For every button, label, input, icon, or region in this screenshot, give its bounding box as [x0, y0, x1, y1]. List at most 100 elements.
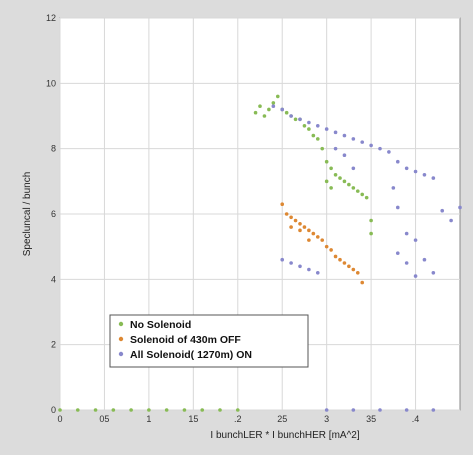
- data-point-series-0: [315, 137, 320, 141]
- data-point-series-2: [440, 208, 445, 213]
- data-point-series-1: [324, 244, 329, 249]
- data-point-series-0: [235, 408, 240, 412]
- data-point-series-0: [271, 101, 276, 105]
- data-point-series-0: [329, 166, 333, 171]
- data-point-series-0: [369, 231, 373, 236]
- data-point-series-0: [364, 195, 369, 200]
- data-point-series-2: [351, 166, 356, 171]
- x-axis-label: I bunchLER * I bunchHER [mA^2]: [210, 430, 359, 441]
- data-point-series-2: [307, 120, 311, 125]
- data-point-series-2: [289, 114, 293, 118]
- data-point-series-2: [413, 238, 418, 242]
- data-point-series-0: [182, 408, 187, 412]
- data-point-series-2: [315, 271, 320, 275]
- data-point-series-0: [324, 159, 329, 164]
- x-tick-label: .2: [234, 414, 242, 424]
- data-point-series-1: [302, 225, 307, 229]
- data-point-series-2: [422, 257, 427, 262]
- data-point-series-1: [284, 212, 289, 216]
- data-point-series-0: [320, 146, 325, 151]
- data-point-series-0: [347, 182, 351, 187]
- data-point-series-2: [395, 251, 400, 255]
- data-point-series-2: [333, 146, 338, 151]
- data-point-series-2: [395, 159, 400, 164]
- legend-marker-solenoid-on: [118, 351, 124, 357]
- data-point-series-0: [293, 117, 298, 122]
- data-point-series-2: [404, 408, 409, 412]
- y-tick-label: 12: [46, 13, 56, 23]
- data-point-series-2: [298, 117, 302, 122]
- data-point-series-2: [369, 143, 373, 148]
- data-point-series-1: [307, 228, 311, 233]
- data-point-series-0: [351, 186, 356, 190]
- x-tick-label: 35: [366, 414, 376, 424]
- x-tick-label: 25: [277, 414, 287, 424]
- data-point-series-2: [333, 130, 338, 135]
- legend-label-solenoid-on: All Solenoid( 1270m) ON: [130, 349, 252, 361]
- data-point-series-2: [395, 205, 400, 210]
- data-point-series-2: [449, 218, 453, 223]
- x-tick-label: 1: [146, 414, 151, 424]
- data-point-series-0: [333, 173, 338, 177]
- data-point-series-0: [200, 408, 205, 412]
- data-point-series-0: [355, 189, 360, 193]
- data-point-series-0: [311, 133, 316, 138]
- data-point-series-2: [458, 205, 462, 210]
- x-tick-label: 3: [324, 414, 329, 424]
- data-point-series-1: [298, 222, 302, 226]
- y-tick-labels: 0 2 4 6 8 10 12: [46, 13, 56, 415]
- data-point-series-2: [431, 271, 436, 275]
- y-tick-label: 10: [46, 78, 56, 88]
- data-point-series-1: [311, 231, 316, 236]
- x-tick-labels: 0 05 1 15 .2 25 3 35 .4: [57, 414, 419, 424]
- x-tick-label: 15: [188, 414, 198, 424]
- data-point-series-0: [253, 110, 258, 115]
- data-point-series-1: [351, 267, 356, 272]
- data-point-series-1: [329, 248, 333, 252]
- data-point-series-0: [275, 94, 280, 99]
- data-point-series-2: [413, 274, 418, 278]
- data-point-series-1: [280, 202, 285, 206]
- data-point-series-2: [307, 267, 311, 272]
- data-point-series-0: [329, 186, 333, 190]
- data-point-series-0: [302, 124, 307, 128]
- data-point-series-2: [360, 140, 365, 144]
- data-points: [58, 94, 462, 412]
- data-point-series-2: [387, 150, 391, 154]
- data-point-series-2: [298, 264, 302, 269]
- data-point-series-1: [289, 215, 293, 220]
- y-tick-label: 2: [51, 340, 56, 350]
- data-point-series-0: [360, 192, 365, 197]
- data-point-series-2: [342, 153, 347, 157]
- data-point-series-2: [378, 408, 382, 412]
- y-tick-label: 4: [51, 274, 56, 284]
- data-point-series-2: [422, 173, 427, 177]
- data-point-series-2: [351, 408, 356, 412]
- data-point-series-1: [342, 261, 347, 265]
- data-point-series-2: [342, 133, 347, 138]
- data-point-series-0: [75, 408, 80, 412]
- data-point-series-2: [413, 169, 418, 174]
- data-point-series-2: [324, 127, 329, 131]
- data-point-series-0: [324, 179, 329, 184]
- data-point-series-1: [293, 218, 298, 223]
- legend-marker-no-solenoid: [118, 321, 124, 327]
- data-point-series-0: [129, 408, 133, 412]
- x-tick-label: 05: [99, 414, 109, 424]
- data-point-series-0: [262, 114, 267, 118]
- legend: No Solenoid Solenoid of 430m OFF All Sol…: [109, 314, 309, 368]
- data-point-series-2: [391, 186, 396, 190]
- data-point-series-2: [431, 408, 436, 412]
- legend-label-no-solenoid: No Solenoid: [130, 319, 191, 331]
- data-point-series-1: [289, 225, 293, 229]
- data-point-series-2: [280, 107, 285, 112]
- x-tick-label: 0: [57, 414, 62, 424]
- data-point-series-0: [164, 408, 169, 412]
- data-point-series-1: [333, 254, 338, 259]
- y-axis-label: Specluncal / bunch: [22, 172, 33, 257]
- legend-marker-solenoid-off: [118, 336, 124, 342]
- data-point-series-1: [315, 235, 320, 239]
- data-point-series-2: [404, 231, 409, 236]
- data-point-series-0: [338, 176, 342, 180]
